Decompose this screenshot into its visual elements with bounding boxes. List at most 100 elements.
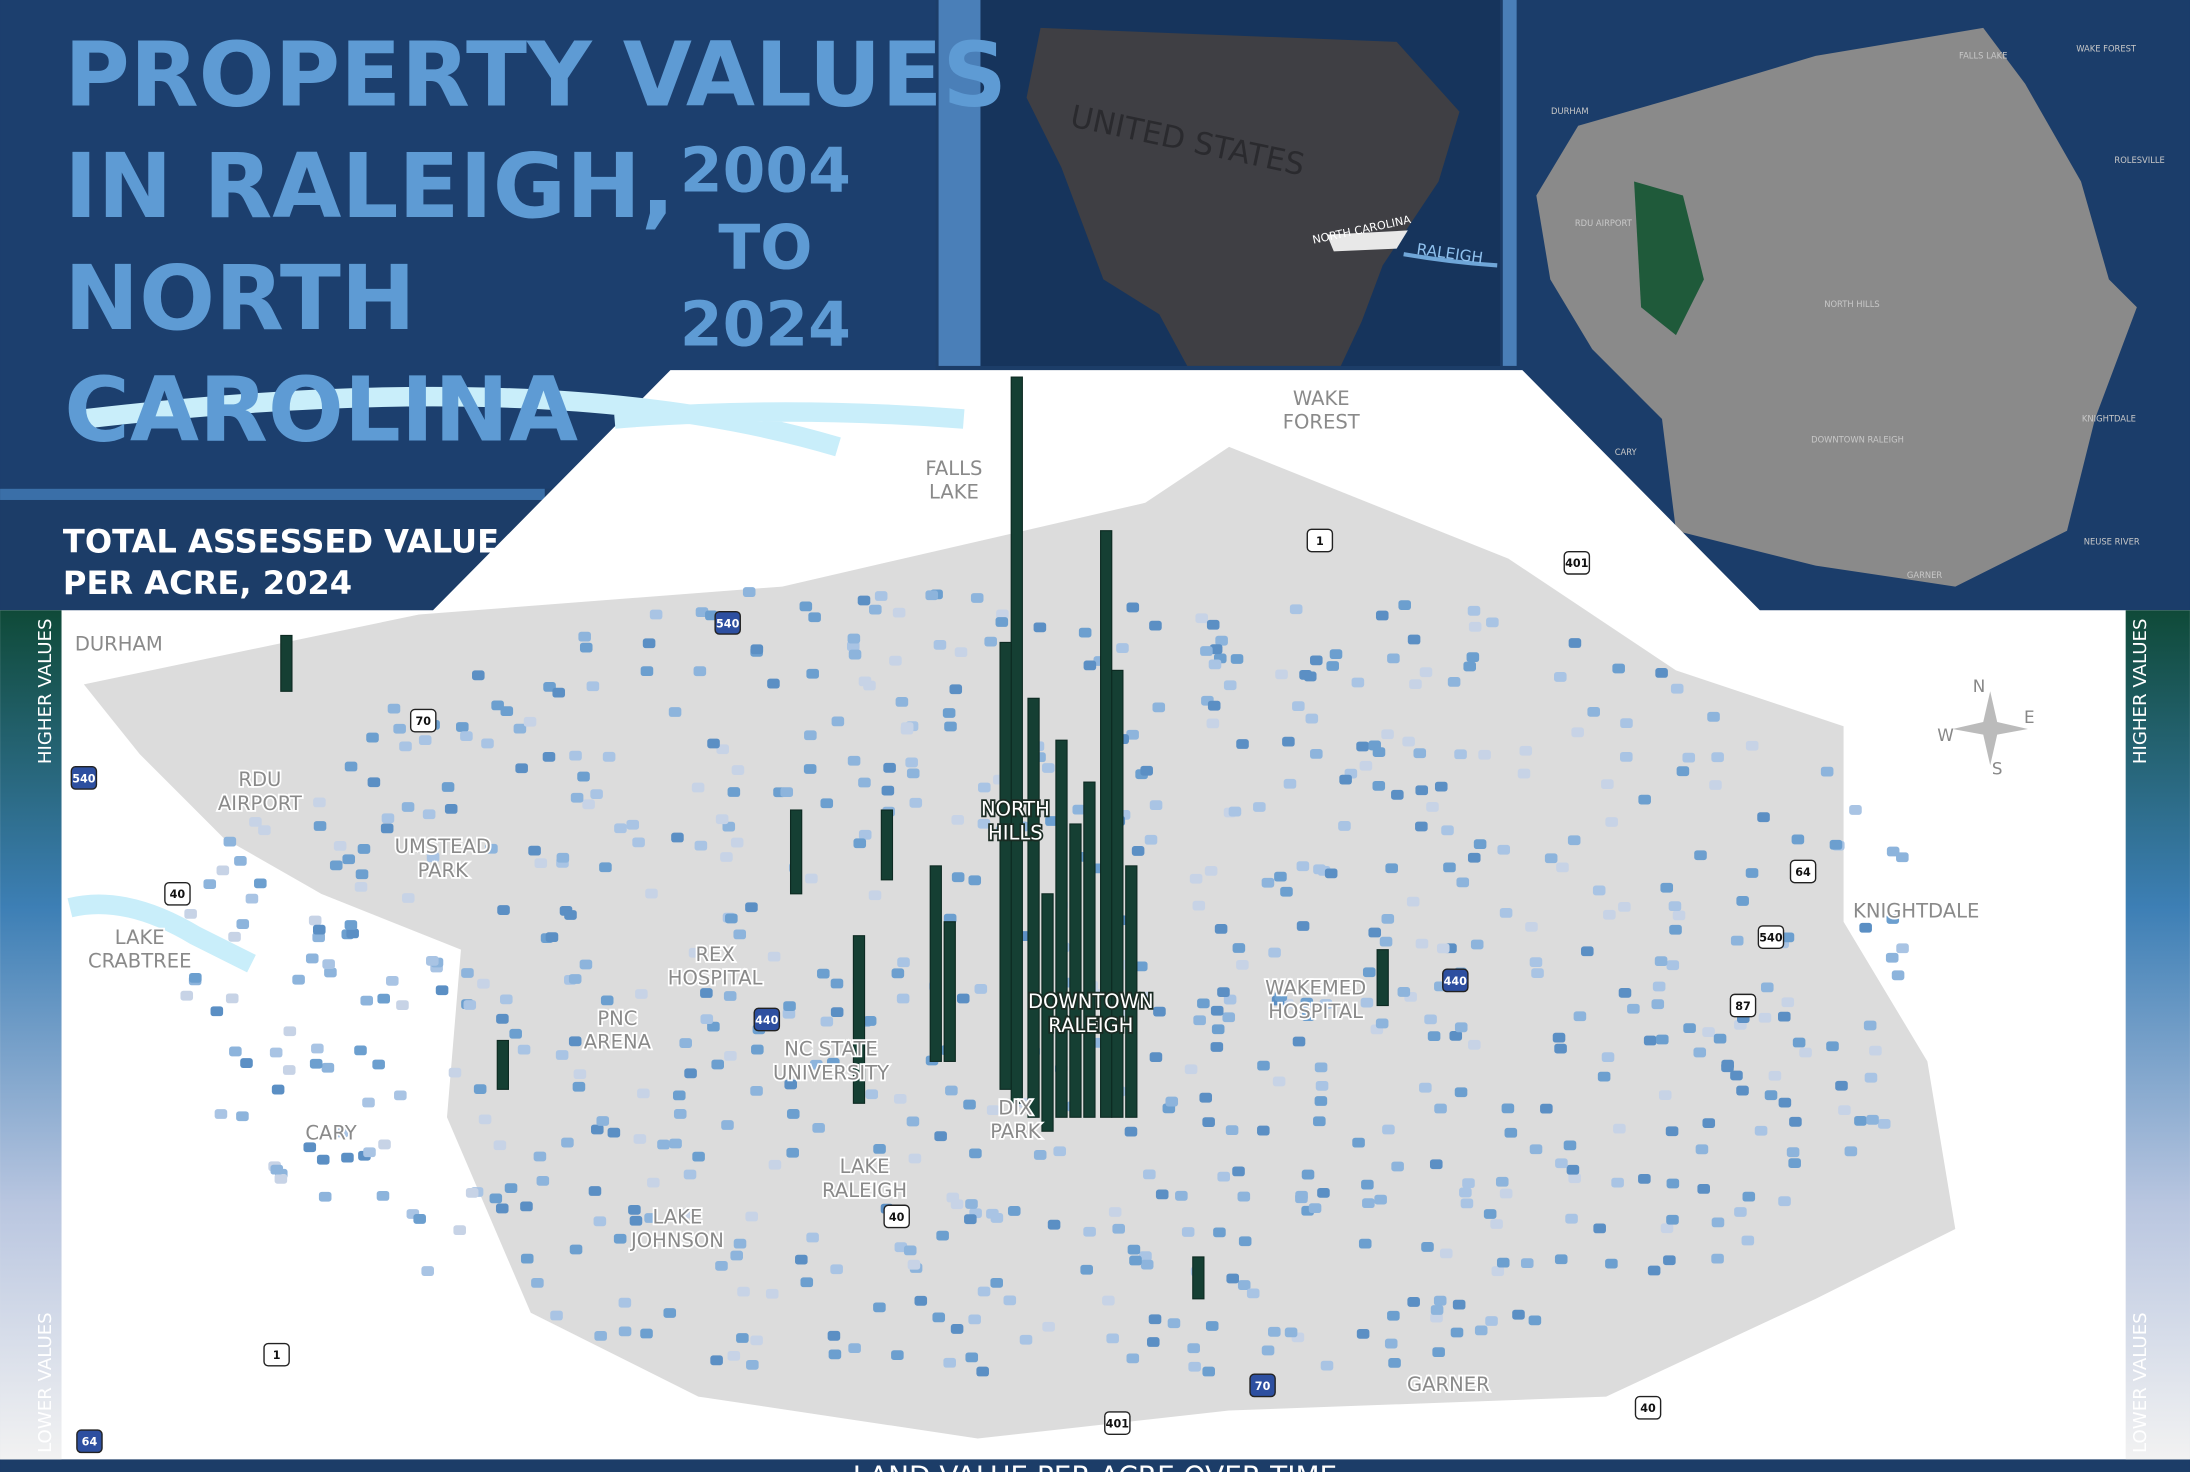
hex-cell [1567,835,1581,846]
hex-cell [189,972,202,983]
compass-label: W [1937,725,1954,745]
hex-cell [1317,1187,1330,1198]
hex-cell [805,873,818,884]
hex-cell [1214,924,1228,934]
hex-cell [354,1045,367,1056]
hex-cell [1504,1127,1518,1138]
hex-cell [180,990,194,1001]
hex-cell [750,1085,763,1096]
hex-cell [1329,649,1343,660]
hex-cell [1204,866,1218,876]
hex-cell [715,814,729,825]
hex-cell [1896,852,1909,863]
hex-cell [308,915,322,926]
hex-cell [381,813,395,824]
hex-cell [1003,1295,1017,1306]
hex-cell [1711,1217,1725,1228]
compass [1952,691,2028,766]
hex-cell [1555,1158,1568,1169]
hex-cell [1375,610,1389,621]
hex-cell [1652,981,1666,992]
hex-cell [1745,868,1759,878]
tower [280,634,293,692]
hex-cell [593,1216,607,1227]
hex-cell [1045,816,1058,826]
hex-cell [1202,1366,1216,1377]
place-label: PARK [990,1120,1041,1143]
hex-cell [965,1352,979,1363]
hex-cell [1528,1315,1542,1326]
hex-cell [461,968,474,978]
hex-cell [984,636,997,647]
hex-cell [528,845,541,856]
hex-cell [847,633,861,644]
hex-cell [1485,1316,1498,1326]
hex-cell [1820,766,1834,777]
shield-label: 70 [415,715,431,728]
city-shape [1536,27,2137,587]
hex-cell [579,642,593,653]
hex-cell [1757,812,1770,823]
hex-cell [1315,1080,1329,1091]
hex-cell [831,716,845,727]
inset-label: DURHAM [1551,106,1589,116]
hex-cell [1300,997,1314,1008]
hex-cell [312,932,325,943]
tower [789,809,803,895]
hex-cell [599,862,612,873]
hex-cell [1223,994,1237,1005]
hex-cell [500,994,513,1005]
hex-cell [784,1079,798,1090]
hex-cell [1694,850,1707,861]
divider [1502,0,1517,366]
tower [1010,376,1023,1104]
hex-cell [591,1124,604,1135]
hex-cell [1236,959,1249,970]
hex-cell [892,607,906,618]
hex-cell [1351,677,1365,688]
inset-label: FALLS LAKE [1959,50,2007,60]
hex-cell [1339,774,1352,785]
hex-cell [925,590,939,601]
hex-cell [806,1232,819,1243]
hex-cell [1529,1144,1543,1155]
hex-cell [1274,991,1288,1002]
hex-cell [531,1278,544,1288]
hex-cell [363,1147,376,1158]
hex-cell [614,823,627,834]
hex-cell [1213,1227,1226,1238]
hex-cell [903,1245,917,1256]
hex-cell [828,1349,842,1360]
hex-cell [730,1250,743,1261]
nc-shape [1326,230,1408,252]
hex-cell [945,1085,958,1096]
hex-cell [895,697,909,707]
hex-cell [1112,1223,1125,1234]
hex-cell [869,604,882,615]
road-shield [1442,968,1469,993]
hex-cell [976,1366,989,1377]
hex-cell [1495,1176,1509,1187]
hex-cell [1228,806,1242,817]
road-shield [409,708,437,733]
hex-cell [632,837,645,848]
tower [880,809,894,881]
hex-cell [970,593,984,603]
hex-cell [1155,1189,1169,1200]
tower [929,865,942,1062]
shield-label: 87 [1735,1000,1751,1013]
hex-cell [318,1191,332,1202]
road-shield [1634,1395,1662,1420]
legend-label: LOWER VALUES [35,1312,56,1453]
hex-cell [1200,646,1213,656]
hex-cell [394,1090,407,1101]
hex-cell [800,1277,814,1288]
hex-cell [1047,1219,1061,1230]
hex-cell [1829,839,1843,850]
hex-cell [555,1050,569,1060]
road-shield [263,1342,290,1367]
hex-cell [1139,991,1153,1002]
hex-cell [1792,1037,1806,1048]
hex-cell [711,1059,724,1070]
